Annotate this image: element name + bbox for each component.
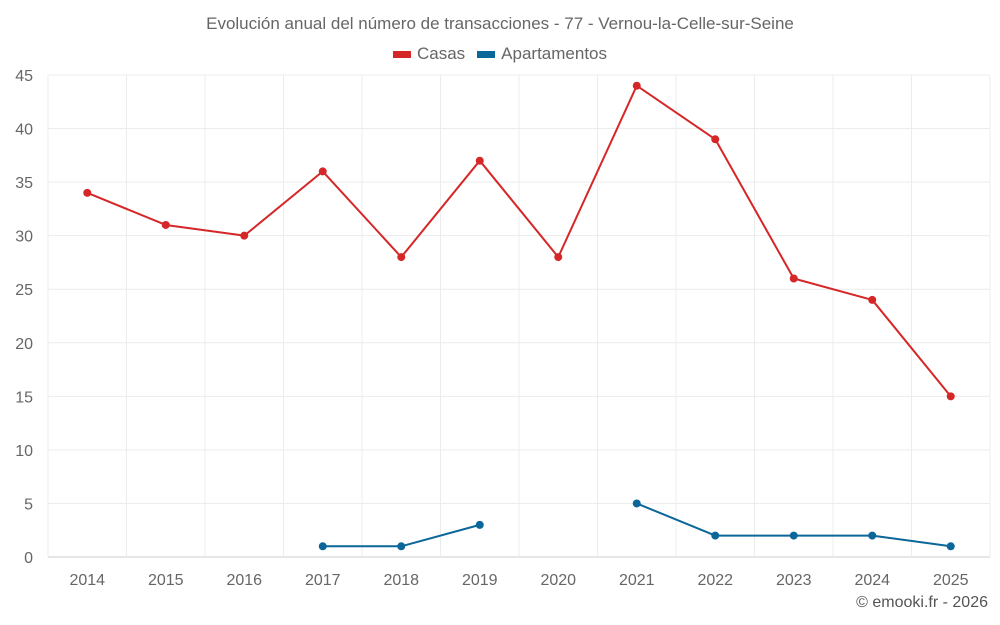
copyright-credit: © emooki.fr - 2026	[856, 594, 988, 611]
y-tick-label: 30	[15, 229, 33, 246]
data-point-casas	[318, 167, 327, 176]
x-tick-label: 2024	[854, 572, 890, 589]
data-point-casas	[554, 253, 563, 262]
series-line-casas	[86, 84, 952, 397]
series-line-apartamentos	[636, 502, 951, 548]
y-tick-label: 15	[15, 389, 33, 406]
x-tick-label: 2017	[305, 572, 341, 589]
legend-swatch-casas	[392, 50, 411, 58]
data-point-casas	[161, 220, 170, 229]
y-tick-label: 45	[15, 68, 33, 85]
data-point-apartamentos	[318, 542, 327, 551]
legend-swatch-apartamentos	[477, 50, 496, 58]
chart-title: Evolución anual del número de transaccio…	[206, 14, 794, 33]
data-point-apartamentos	[868, 531, 877, 540]
legend-item-apartamentos[interactable]: Apartamentos	[477, 44, 607, 64]
data-point-apartamentos	[789, 531, 798, 540]
data-point-casas	[946, 392, 955, 401]
data-point-apartamentos	[397, 542, 406, 551]
data-point-apartamentos	[475, 520, 484, 529]
x-tick-label: 2019	[462, 572, 498, 589]
x-tick-label: 2022	[697, 572, 733, 589]
y-tick-label: 35	[15, 175, 33, 192]
data-point-casas	[632, 81, 641, 90]
y-tick-label: 40	[15, 122, 33, 139]
legend-label-apartamentos: Apartamentos	[501, 44, 608, 63]
x-tick-label: 2014	[69, 572, 105, 589]
legend-item-casas[interactable]: Casas	[392, 44, 466, 64]
x-tick-label: 2016	[226, 572, 262, 589]
data-point-casas	[83, 188, 92, 197]
x-tick-label: 2018	[383, 572, 419, 589]
data-point-casas	[240, 231, 249, 240]
y-tick-label: 10	[15, 443, 33, 460]
x-tick-label: 2021	[619, 572, 655, 589]
data-point-apartamentos	[632, 499, 641, 508]
x-tick-label: 2023	[776, 572, 812, 589]
data-point-casas	[475, 156, 484, 165]
y-tick-label: 25	[15, 282, 33, 299]
chart-legend: Casas Apartamentos	[0, 44, 1000, 64]
x-tick-label: 2015	[148, 572, 184, 589]
data-point-apartamentos	[711, 531, 720, 540]
y-tick-label: 20	[15, 336, 33, 353]
y-tick-label: 0	[24, 550, 33, 567]
y-tick-label: 5	[24, 496, 33, 513]
data-point-apartamentos	[946, 542, 955, 551]
legend-label-casas: Casas	[416, 44, 466, 63]
data-point-casas	[789, 274, 798, 283]
x-tick-label: 2025	[933, 572, 969, 589]
data-point-casas	[868, 295, 877, 304]
data-point-casas	[711, 135, 720, 144]
data-point-casas	[397, 253, 406, 262]
x-tick-label: 2020	[540, 572, 576, 589]
